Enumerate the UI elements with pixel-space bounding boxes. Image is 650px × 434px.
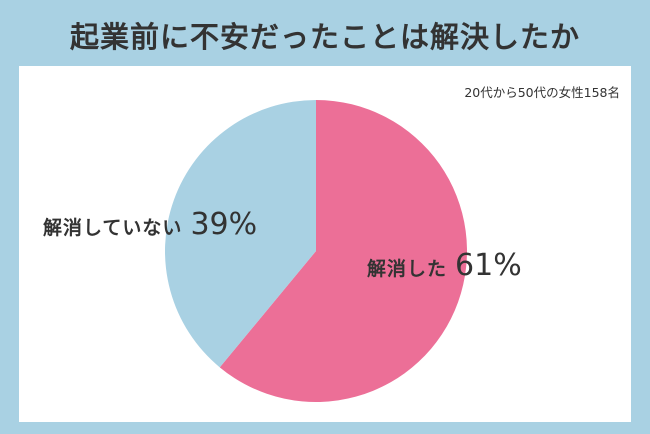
pie-label-unresolved-percent: 39% — [190, 207, 258, 242]
pie-label-resolved-name: 解消した — [367, 258, 448, 280]
pie-slice-resolved — [219, 100, 467, 402]
chart-title: 起業前に不安だったことは解決したか — [69, 20, 580, 54]
pie-label-resolved: 解消した 61% — [367, 248, 522, 283]
pie-label-unresolved: 解消していない 39% — [43, 207, 257, 242]
pie-slice-unresolved — [164, 100, 316, 368]
pie-label-resolved-percent: 61% — [455, 248, 522, 283]
sample-note: 20代から50代の女性158名 — [464, 85, 620, 100]
pie-label-unresolved-name: 解消していない — [43, 217, 183, 239]
